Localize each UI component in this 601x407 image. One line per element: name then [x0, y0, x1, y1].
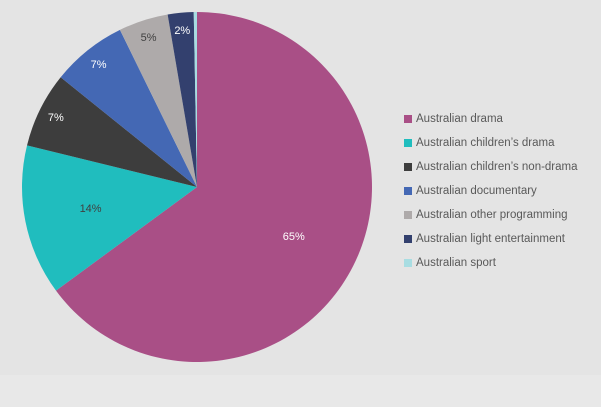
data-label-3: 7% — [91, 59, 107, 71]
pie-slice-2 — [27, 77, 197, 187]
legend-item: Australian other programming — [404, 203, 578, 227]
data-label-4: 5% — [141, 32, 157, 44]
legend-label: Australian other programming — [416, 209, 568, 221]
pie-slice-5 — [167, 12, 197, 188]
legend-swatch — [404, 187, 412, 195]
pie-slice-3 — [60, 29, 197, 188]
pie-slice-0 — [56, 12, 373, 362]
legend-label: Australian sport — [416, 257, 496, 269]
legend-swatch — [404, 259, 412, 267]
legend-item: Australian light entertainment — [404, 227, 578, 251]
data-label-2: 7% — [48, 112, 64, 124]
legend-label: Australian drama — [416, 113, 503, 125]
legend-item: Australian children’s drama — [404, 131, 578, 155]
legend-swatch — [404, 139, 412, 147]
legend-label: Australian documentary — [416, 185, 537, 197]
legend-item: Australian documentary — [404, 179, 578, 203]
legend-item: Australian children’s non-drama — [404, 155, 578, 179]
pie-slice-6 — [193, 12, 197, 187]
data-label-0: 65% — [283, 231, 305, 243]
legend-swatch — [404, 211, 412, 219]
legend-label: Australian children’s drama — [416, 137, 555, 149]
data-label-1: 14% — [80, 203, 102, 215]
legend: Australian drama Australian children’s dr… — [404, 107, 578, 275]
legend-swatch — [404, 115, 412, 123]
legend-swatch — [404, 163, 412, 171]
legend-swatch — [404, 235, 412, 243]
legend-label: Australian light entertainment — [416, 233, 565, 245]
legend-item: Australian drama — [404, 107, 578, 131]
legend-item: Australian sport — [404, 251, 578, 275]
pie-slice-1 — [22, 145, 198, 291]
legend-label: Australian children’s non-drama — [416, 161, 578, 173]
pie-slice-4 — [119, 14, 197, 187]
data-label-5: 2% — [174, 25, 190, 37]
